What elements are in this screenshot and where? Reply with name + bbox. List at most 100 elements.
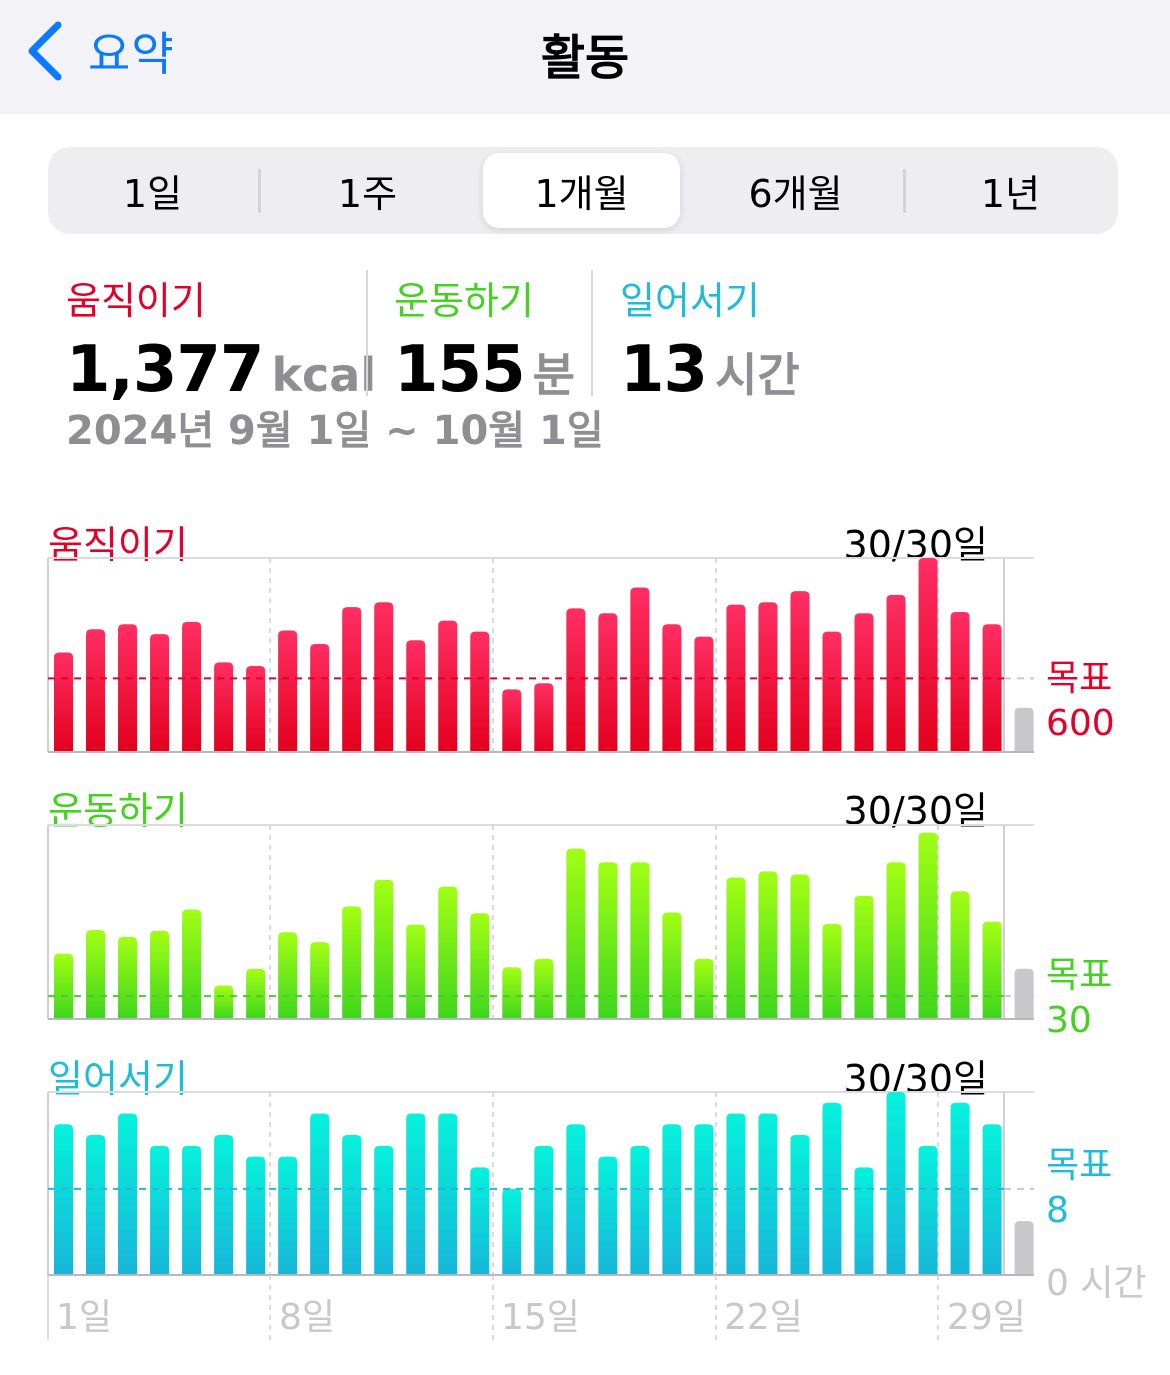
exercise-bar — [790, 874, 810, 1019]
segment-1-month[interactable]: 1개월 — [483, 153, 680, 228]
stand-bar — [662, 1124, 682, 1275]
move-bar — [854, 613, 874, 752]
summary-exercise: 운동하기 155 분 — [394, 270, 575, 407]
stand-bar — [982, 1124, 1002, 1275]
stand-bar — [342, 1135, 362, 1275]
stand-bar — [54, 1124, 73, 1275]
segment-6-months[interactable]: 6개월 — [748, 172, 843, 216]
move-bar — [790, 591, 810, 752]
segment-1-week[interactable]: 1주 — [337, 172, 398, 216]
summary-exercise-value: 155 — [394, 333, 526, 407]
summary-exercise-label: 운동하기 — [394, 279, 534, 323]
summary-stand-label: 일어서기 — [620, 279, 760, 323]
exercise-bar — [278, 932, 298, 1019]
stand-bar — [886, 1092, 906, 1275]
move-chart-title: 움직이기 — [48, 523, 188, 567]
move-bar — [598, 613, 618, 752]
exercise-bar — [630, 862, 650, 1019]
summary-divider — [366, 270, 368, 396]
move-bar — [182, 621, 202, 752]
exercise-bar — [310, 942, 330, 1019]
exercise-bar — [950, 891, 970, 1019]
stand-bar — [630, 1145, 650, 1275]
summary-move-unit: kcal — [271, 348, 377, 402]
move-bar — [694, 636, 714, 752]
stand-bar — [566, 1124, 586, 1275]
move-goal-title: 목표 — [1046, 658, 1113, 699]
move-bar — [502, 689, 522, 752]
move-bar — [822, 631, 842, 752]
move-bar — [214, 662, 234, 752]
x-tick-label: 8일 — [279, 1297, 336, 1338]
move-chart-days-met: 30/30일 — [843, 523, 988, 567]
move-bar — [374, 602, 394, 752]
exercise-bar — [854, 895, 874, 1019]
move-bar — [406, 640, 426, 752]
move-bar — [758, 602, 778, 752]
stand-bar — [534, 1145, 554, 1275]
move-bar — [566, 608, 586, 752]
move-bar — [310, 643, 330, 752]
summary-stand-unit: 시간 — [715, 348, 800, 402]
summary-move-label: 움직이기 — [66, 279, 206, 323]
move-bar — [726, 604, 746, 752]
segment-1-year[interactable]: 1년 — [980, 172, 1041, 216]
exercise-bar — [982, 921, 1002, 1019]
summary-stand: 일어서기 13 시간 — [620, 270, 800, 407]
chevron-left-icon — [28, 21, 62, 81]
exercise-bar — [822, 923, 842, 1019]
segment-divider — [258, 169, 261, 213]
move-goal-value: 600 — [1046, 703, 1115, 744]
exercise-bar — [918, 832, 938, 1019]
move-bar — [662, 624, 682, 752]
stand-bar — [694, 1124, 714, 1275]
exercise-bar — [758, 871, 778, 1019]
x-tick-label: 29일 — [947, 1297, 1026, 1338]
stand-zero-label: 0 시간 — [1046, 1263, 1147, 1304]
exercise-bar — [662, 912, 682, 1019]
exercise-goal-label: 목표 30 — [1046, 953, 1112, 1043]
x-tick-label: 15일 — [501, 1297, 580, 1338]
exercise-bar — [182, 909, 202, 1019]
stand-bar — [214, 1135, 234, 1275]
stand-goal-title: 목표 — [1046, 1145, 1113, 1186]
exercise-bar — [406, 924, 426, 1019]
move-bar — [246, 666, 266, 752]
move-bar — [470, 631, 490, 752]
segment-divider — [903, 169, 906, 213]
move-bar — [342, 607, 362, 752]
move-bar — [118, 624, 138, 752]
exercise-bar — [694, 958, 714, 1019]
exercise-bar — [118, 936, 138, 1019]
stand-bar — [86, 1135, 106, 1275]
back-button[interactable]: 요약 — [22, 16, 175, 86]
exercise-bar — [214, 985, 234, 1019]
move-bar — [1014, 707, 1034, 752]
summary-exercise-unit: 분 — [532, 348, 575, 402]
stand-bar — [182, 1145, 202, 1275]
move-bar — [534, 683, 554, 752]
stand-bar — [246, 1156, 266, 1275]
summary-divider — [591, 270, 593, 396]
exercise-bar — [566, 848, 586, 1019]
stand-bar — [406, 1113, 426, 1275]
move-bar — [982, 624, 1002, 752]
stand-bar — [150, 1145, 170, 1275]
summary-move: 움직이기 1,377 kcal — [66, 270, 376, 407]
stand-bar — [598, 1156, 618, 1275]
move-bar — [438, 620, 458, 752]
exercise-bar — [150, 930, 170, 1019]
move-bar — [630, 587, 650, 752]
exercise-bar — [886, 862, 906, 1019]
stand-bar — [438, 1113, 458, 1275]
move-bar — [54, 652, 73, 752]
move-bar — [886, 594, 906, 752]
exercise-bar — [54, 953, 73, 1019]
segment-1-day[interactable]: 1일 — [122, 172, 183, 216]
move-bar — [86, 629, 106, 752]
stand-bar — [726, 1113, 746, 1275]
move-bar — [918, 558, 938, 752]
summary-stand-value: 13 — [620, 333, 708, 407]
exercise-bar — [726, 877, 746, 1019]
exercise-bar — [374, 879, 394, 1019]
